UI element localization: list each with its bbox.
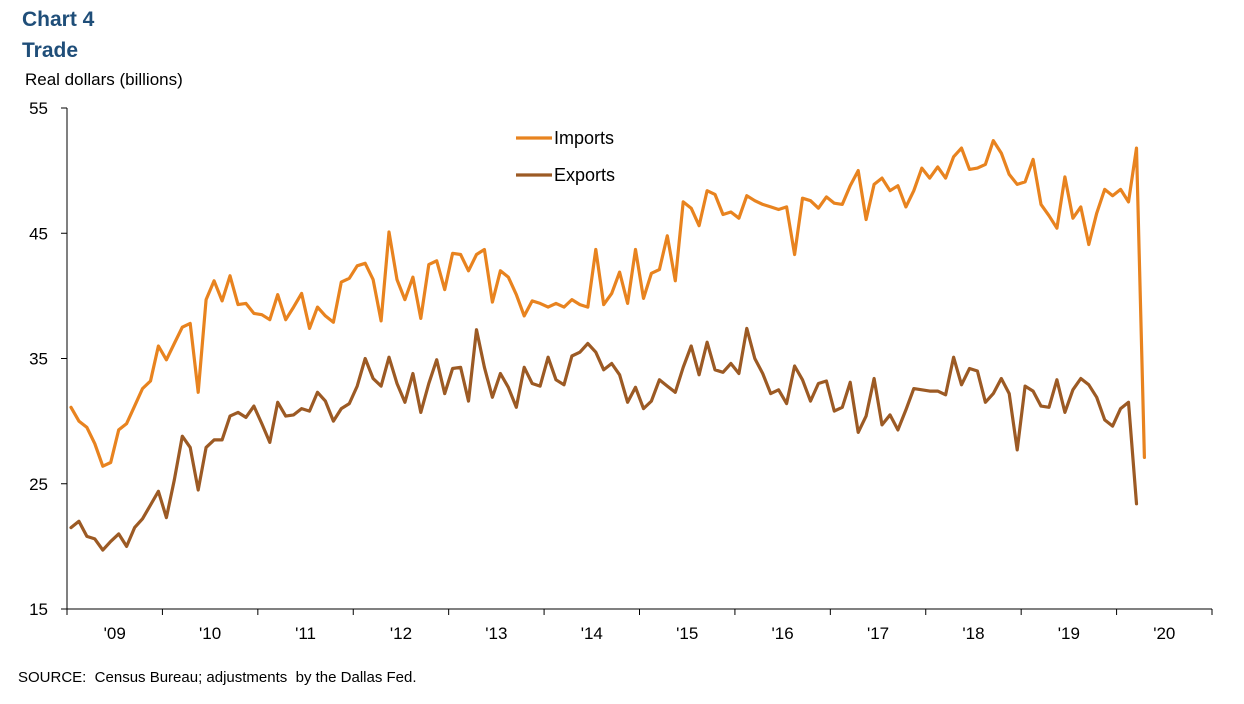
x-tick-label: '09 (104, 624, 126, 643)
legend: Imports Exports (516, 128, 615, 185)
x-tick-label: '19 (1058, 624, 1080, 643)
y-tick-label: 25 (29, 475, 48, 494)
x-tick-label: '12 (390, 624, 412, 643)
x-tick-label: '18 (962, 624, 984, 643)
axes: 15 25 35 45 55 '09 '10 '11 '12 '13 '14 '15 '16 '17 '18… (29, 99, 1213, 643)
x-tick-label: '10 (199, 624, 221, 643)
series-line-exports (69, 326, 1139, 552)
y-tick-label: 55 (29, 99, 48, 118)
series-line-imports (69, 139, 1147, 468)
x-tick-label: '20 (1153, 624, 1175, 643)
x-tick-label: '16 (772, 624, 794, 643)
source-note: SOURCE: Census Bureau; adjustments by th… (18, 669, 417, 686)
x-tick-label: '13 (485, 624, 507, 643)
x-tick-label: '11 (295, 624, 316, 643)
chart-number: Chart 4 (22, 8, 95, 31)
x-tick-label: '15 (676, 624, 698, 643)
x-tick-label: '14 (581, 624, 603, 643)
legend-label-exports: Exports (554, 165, 615, 185)
chart-title: Trade (22, 39, 79, 62)
y-tick-label: 45 (29, 224, 48, 243)
x-tick-label: '17 (867, 624, 889, 643)
y-tick-label: 15 (29, 600, 48, 619)
legend-label-imports: Imports (554, 128, 614, 148)
y-tick-label: 35 (29, 350, 48, 369)
y-axis-unit-label: Real dollars (billions) (25, 70, 183, 89)
series-layer (69, 139, 1147, 552)
